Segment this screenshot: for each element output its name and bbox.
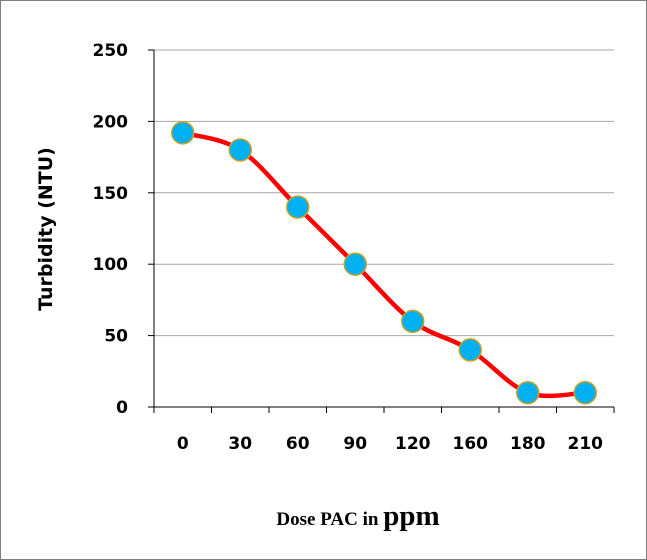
data-point — [228, 138, 252, 162]
x-axis-title: Dose PAC in ppm — [276, 500, 439, 532]
y-tick-label: 100 — [93, 255, 129, 275]
x-tick-label: 90 — [343, 434, 367, 454]
data-point — [171, 121, 195, 145]
data-point — [286, 195, 310, 219]
x-tick-label: 160 — [453, 434, 489, 454]
data-point — [516, 380, 540, 405]
x-axis-title-part-1: Dose PAC in — [276, 509, 383, 530]
x-tick-label: 180 — [510, 434, 546, 454]
data-point — [343, 252, 367, 276]
plot-area — [154, 50, 614, 407]
data-point — [573, 380, 597, 405]
series-line — [180, 130, 588, 399]
y-tick-label: 250 — [93, 41, 129, 61]
x-axis-title-part-2: ppm — [383, 500, 439, 532]
data-point — [458, 338, 482, 362]
x-tick-label: 0 — [177, 434, 189, 454]
y-tick-label: 50 — [104, 327, 128, 347]
y-axis-title: Turbidity (NTU) — [35, 147, 57, 311]
x-tick-label: 60 — [286, 434, 310, 454]
grid-lines — [154, 49, 614, 337]
y-tick-label: 200 — [93, 112, 129, 132]
y-tick-label: 150 — [93, 184, 129, 204]
y-ticks: 0 50 100 150 200 250 — [93, 41, 154, 418]
data-markers — [171, 121, 597, 405]
x-tick-label: 30 — [228, 434, 252, 454]
data-point — [401, 309, 425, 334]
x-tick-label: 210 — [568, 434, 604, 454]
x-tick-label: 120 — [395, 434, 431, 454]
x-ticks: 0 30 60 90 120 160 180 210 — [153, 407, 615, 454]
y-tick-label: 0 — [116, 398, 128, 418]
